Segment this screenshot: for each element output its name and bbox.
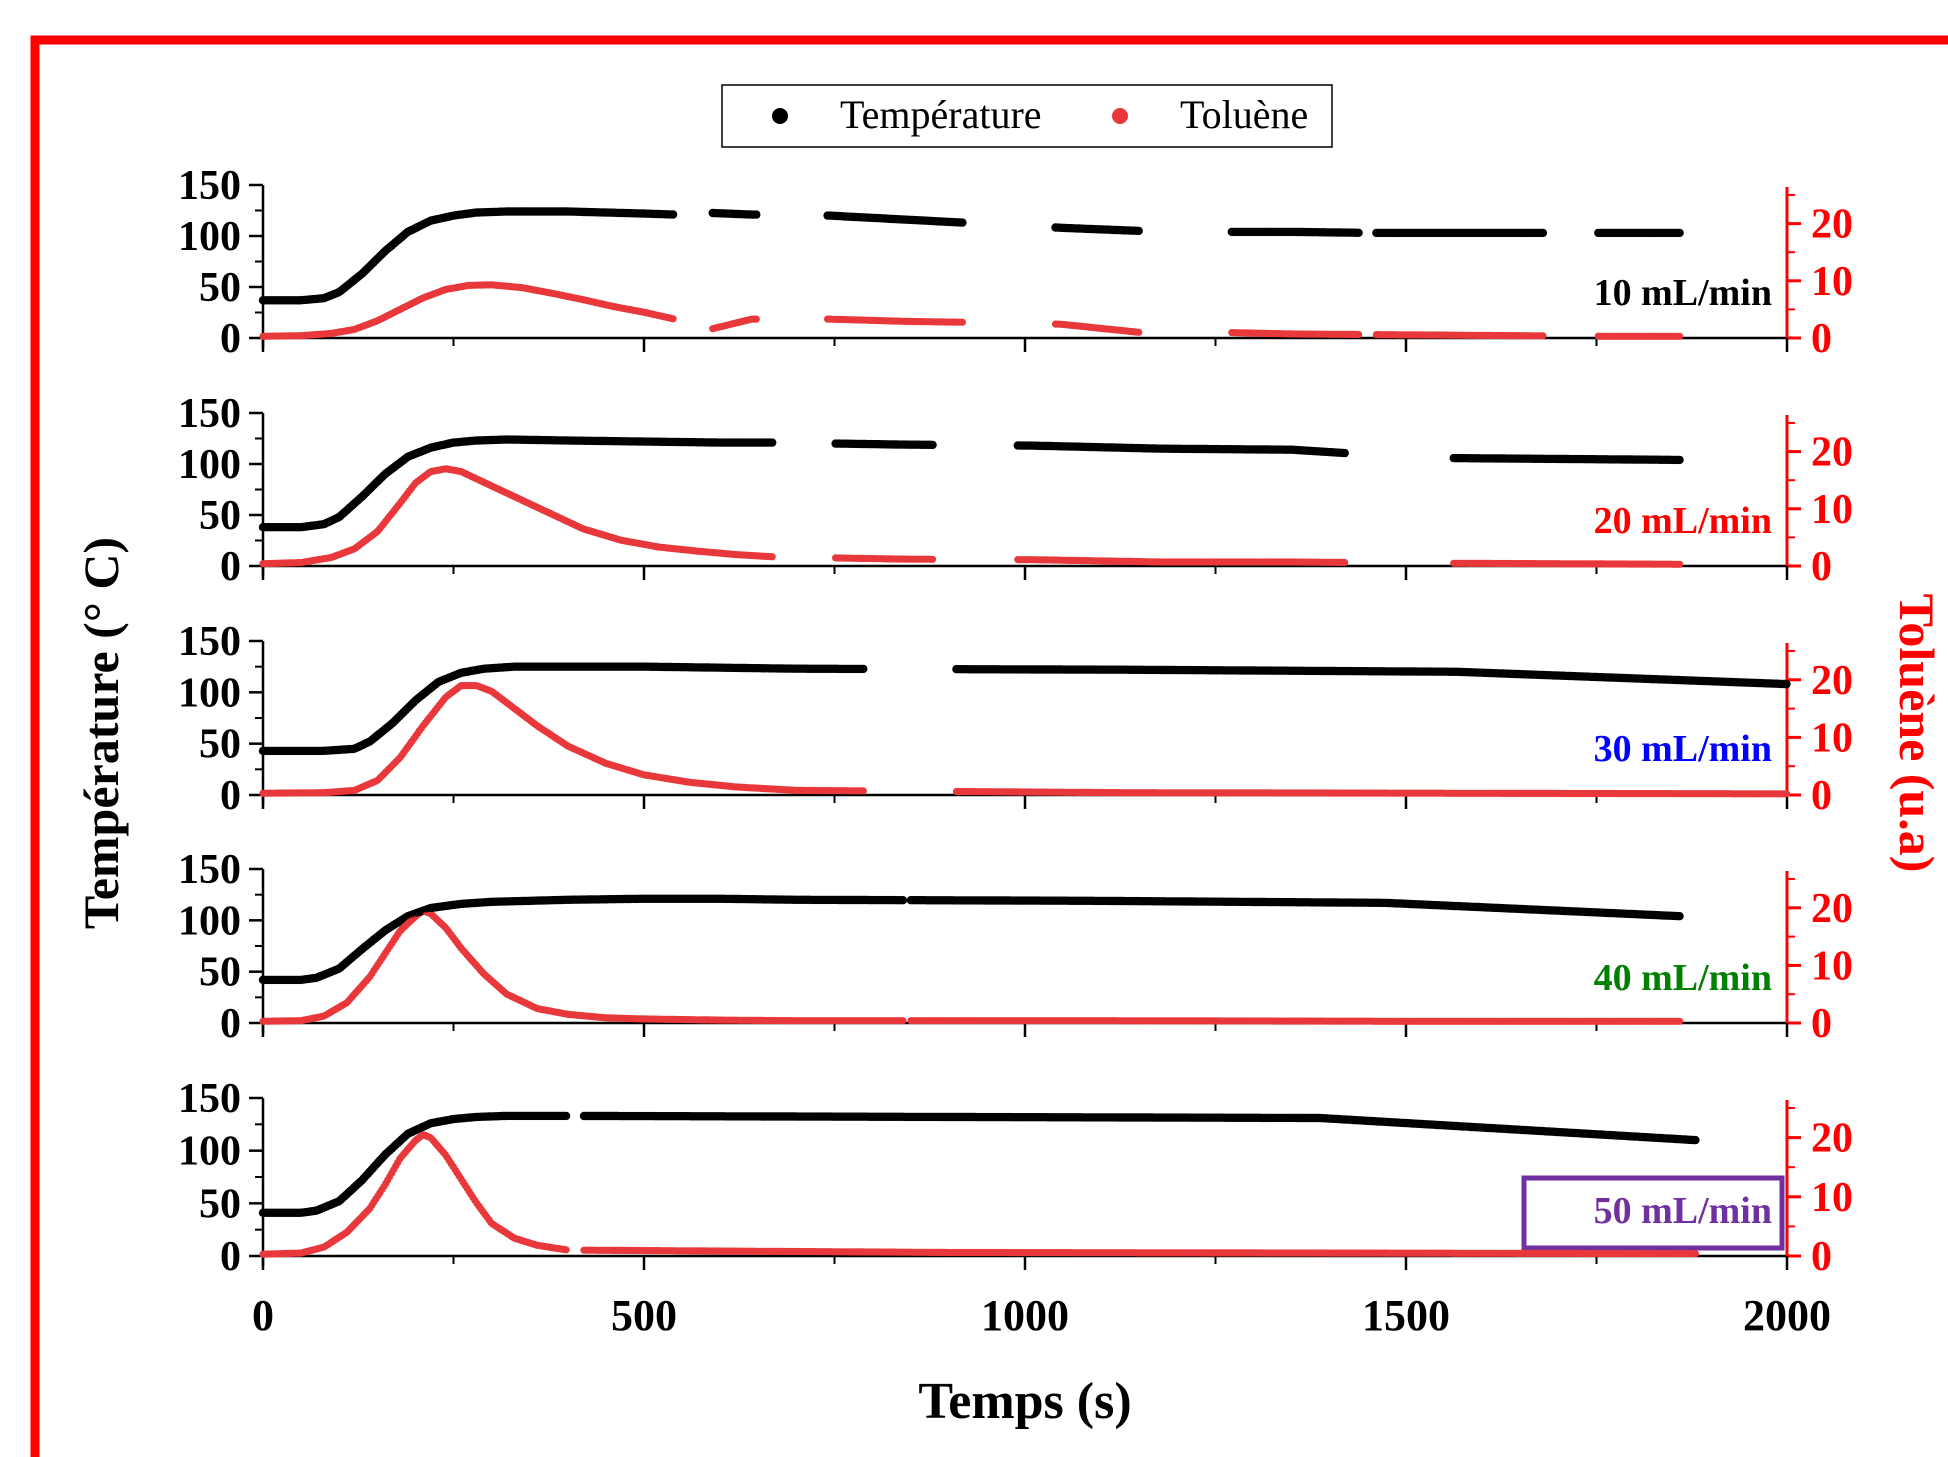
y-tick-label-right: 0 [1811,316,1832,362]
y-tick-label-left: 0 [220,1001,241,1047]
x-tick-label: 1500 [1362,1291,1450,1340]
temperature-point [1354,228,1363,237]
toluene-point [859,787,867,795]
y-tick-label-right: 0 [1811,544,1832,590]
y-tick-label-left: 0 [220,544,241,590]
y-tick-label-left: 150 [178,163,241,209]
legend-marker-temperature [772,108,788,124]
temperature-point [1675,455,1684,465]
temperature-point [1134,226,1143,236]
y-tick-label-right: 10 [1811,487,1853,533]
toluene-point [1676,332,1684,340]
toluene-point [1341,558,1349,567]
toluene-point [899,1017,907,1025]
temperature-point [1538,228,1548,238]
y-tick-label-right: 10 [1811,259,1853,305]
y-tick-label-right: 20 [1811,886,1853,932]
toluene-point [958,318,967,326]
y-tick-label-right: 0 [1811,773,1832,819]
x-tick-label: 1000 [981,1291,1069,1340]
y-tick-label-left: 100 [178,670,241,716]
y-axis-title-left: Température (° C) [73,537,129,929]
toluene-point [1355,330,1363,339]
outer-frame [30,35,1948,1457]
y-tick-label-left: 150 [178,619,241,665]
legend: Température Toluène [721,84,1333,148]
legend-label-temperature: Température [840,92,1042,137]
y-axis-title-right: Toluène (u.a) [1889,594,1945,873]
y-tick-label-right: 10 [1811,943,1853,989]
toluene-point [1135,328,1143,336]
temperature-point [898,896,908,905]
temperature-point [859,664,868,674]
y-tick-label-left: 100 [178,214,241,260]
temperature-point [1340,448,1349,458]
panel-label: 20 mL/min [1594,500,1772,542]
temperature-point [1675,228,1684,238]
y-tick-label-right: 20 [1811,202,1853,248]
y-tick-label-right: 20 [1811,430,1853,476]
y-tick-label-left: 150 [178,847,241,893]
y-tick-label-left: 50 [199,265,241,311]
y-tick-label-left: 150 [178,391,241,437]
temperature-point [928,440,937,450]
legend-label-toluene: Toluène [1180,92,1308,137]
toluene-point [768,553,776,561]
y-tick-label-left: 0 [220,316,241,362]
temperature-point [1782,679,1791,689]
toluene-point [1676,560,1684,568]
x-axis-title: Temps (s) [918,1373,1131,1430]
x-tick-label: 0 [252,1291,274,1340]
y-tick-label-left: 50 [199,493,241,539]
legend-marker-toluene [1112,108,1128,124]
toluene-point [669,315,677,323]
y-tick-label-right: 10 [1811,715,1853,761]
temperature-point [768,438,777,447]
y-tick-label-left: 100 [178,898,241,944]
y-tick-label-left: 0 [220,773,241,819]
panel-label: 30 mL/min [1594,728,1772,770]
legend-box [721,84,1333,148]
panel-label: 10 mL/min [1594,272,1772,314]
x-tick-labels: 0 500 1000 1500 2000 [252,1291,1831,1340]
y-tick-label-left: 50 [199,950,241,996]
temperature-point [668,210,678,219]
toluene-point [1539,332,1547,340]
temperature-point [958,218,967,227]
toluene-point [1782,790,1791,798]
x-tick-label: 2000 [1743,1291,1831,1340]
y-tick-label-right: 20 [1811,658,1853,704]
temperature-point [752,210,761,219]
y-tick-label-left: 100 [178,442,241,488]
toluene-point [752,315,760,323]
y-tick-label-left: 50 [199,722,241,768]
x-tick-label: 500 [611,1291,677,1340]
toluene-point [929,555,937,563]
y-tick-label-right: 0 [1811,1001,1832,1047]
